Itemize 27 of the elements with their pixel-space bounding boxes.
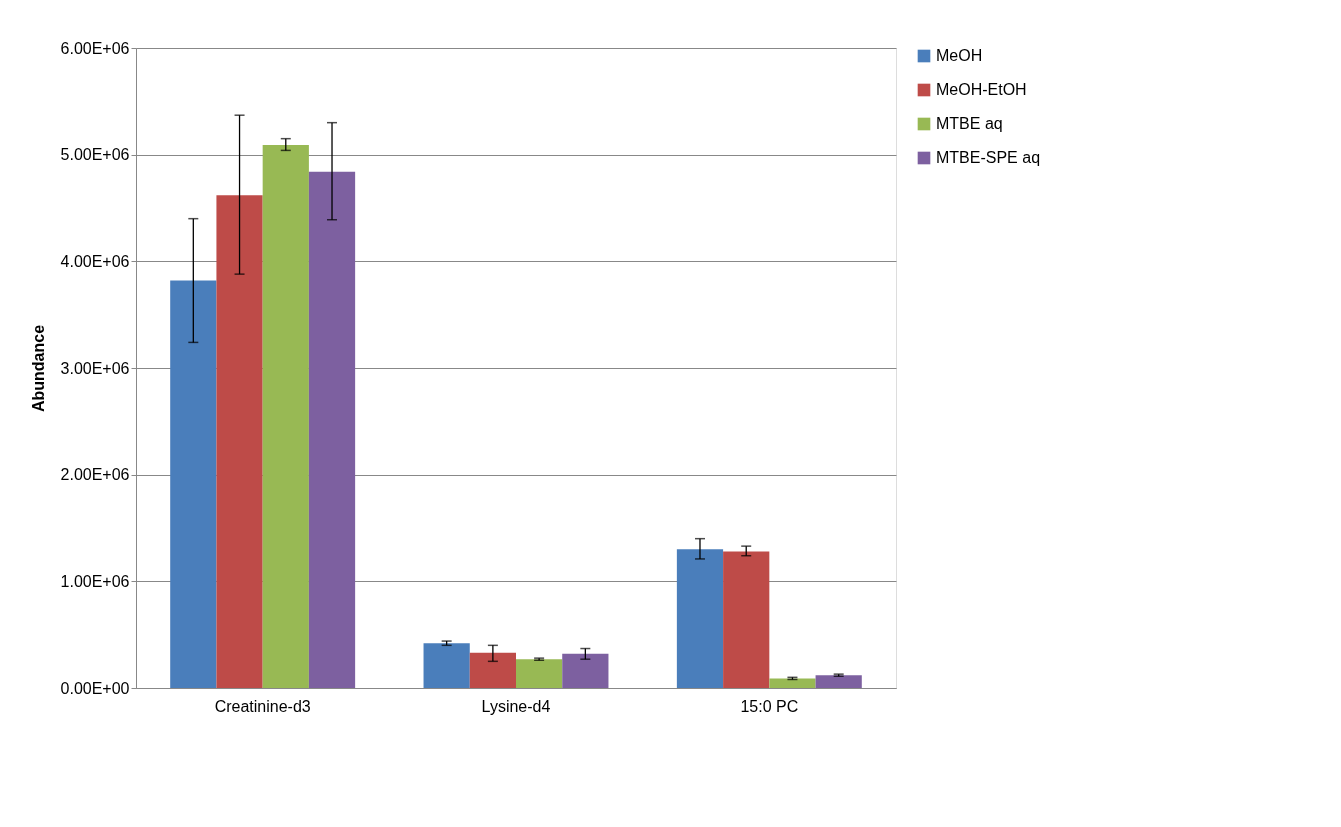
bar xyxy=(308,171,356,688)
legend-label: MeOH-EtOH xyxy=(936,81,1027,98)
legend-label: MeOH xyxy=(936,47,983,64)
bar xyxy=(216,195,263,688)
bar xyxy=(516,659,563,688)
bar xyxy=(723,551,770,688)
legend-label: MTBE aq xyxy=(936,115,1003,132)
y-tick-label: 5.00E+06 xyxy=(60,146,130,164)
y-tick-label: 3.00E+06 xyxy=(60,359,130,377)
bar xyxy=(170,280,217,688)
bar xyxy=(676,549,724,688)
y-tick-label: 6.00E+06 xyxy=(60,39,130,57)
y-tick-label: 0.00E+00 xyxy=(60,679,130,697)
bar xyxy=(469,652,516,688)
bar xyxy=(423,643,470,688)
y-tick-label: 2.00E+06 xyxy=(60,466,130,484)
legend-label: MTBE-SPE aq xyxy=(936,149,1041,166)
y-tick-label: 4.00E+06 xyxy=(60,252,130,270)
y-tick-label: 1.00E+06 xyxy=(60,572,130,590)
bar xyxy=(262,145,309,688)
x-tick-label: 15:0 PC xyxy=(740,697,799,715)
bar xyxy=(815,675,862,688)
bar xyxy=(562,653,609,688)
x-tick-label: Creatinine-d3 xyxy=(214,697,311,715)
bar xyxy=(769,678,816,688)
y-axis-title: Abundance xyxy=(29,324,47,413)
x-tick-label: Lysine-d4 xyxy=(481,697,551,715)
